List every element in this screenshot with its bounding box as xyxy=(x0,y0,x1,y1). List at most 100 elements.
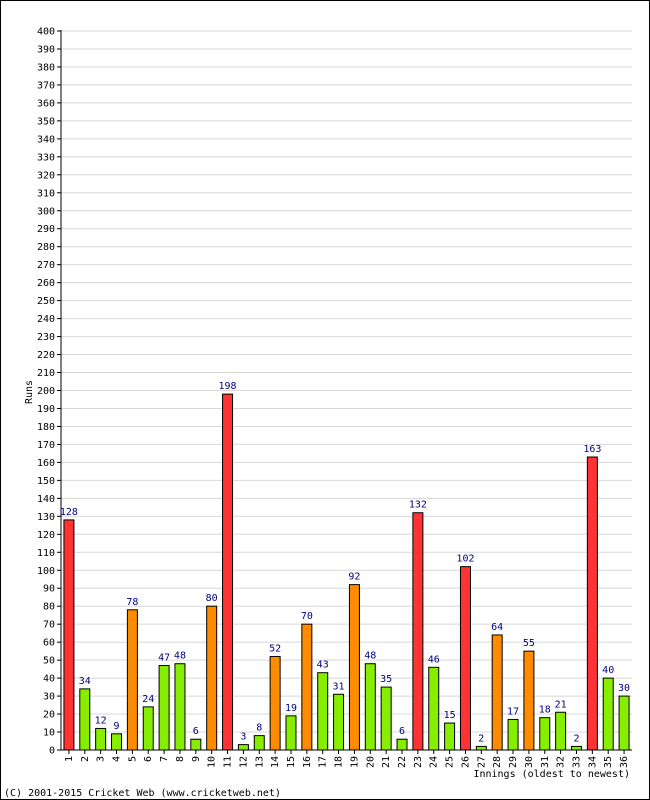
y-tick-label: 310 xyxy=(37,188,55,199)
grid-lines xyxy=(61,30,632,733)
bar-value-label: 8 xyxy=(256,723,262,734)
y-tick-label: 10 xyxy=(43,728,55,739)
bar xyxy=(475,745,487,751)
y-tick-label: 190 xyxy=(37,404,55,415)
y-tick-label: 380 xyxy=(37,62,55,73)
x-tick-label: 12 xyxy=(238,756,249,768)
bar-value-label: 102 xyxy=(456,554,474,565)
x-tick-label: 32 xyxy=(556,756,567,768)
y-tick-label: 230 xyxy=(37,332,55,343)
y-tick-label: 180 xyxy=(37,422,55,433)
x-tick-label: 11 xyxy=(223,756,234,768)
bar xyxy=(253,735,265,751)
bar xyxy=(348,584,360,751)
y-tick-label: 100 xyxy=(37,566,55,577)
x-tick-label: 18 xyxy=(334,756,345,768)
x-tick-label: 2 xyxy=(80,756,91,762)
y-tick-label: 220 xyxy=(37,350,55,361)
bar-value-label: 163 xyxy=(583,444,601,455)
x-tick-label: 35 xyxy=(603,756,614,768)
bar-value-label: 64 xyxy=(491,622,503,633)
bar-value-label: 48 xyxy=(364,651,376,662)
bar xyxy=(95,727,107,751)
bar-value-label: 78 xyxy=(126,597,138,608)
bar xyxy=(539,717,551,751)
bar-value-label: 40 xyxy=(602,665,614,676)
bar xyxy=(142,706,154,751)
bar xyxy=(126,609,138,751)
bar-value-label: 46 xyxy=(428,654,440,665)
bar-value-label: 17 xyxy=(507,706,519,717)
x-tick-label: 4 xyxy=(112,756,123,762)
bar xyxy=(602,677,614,751)
x-tick-label: 19 xyxy=(349,756,360,768)
bar xyxy=(586,456,598,751)
x-tick-label: 24 xyxy=(429,756,440,768)
x-tick-label: 25 xyxy=(445,756,456,768)
bar xyxy=(285,715,297,751)
x-tick-label: 17 xyxy=(318,756,329,768)
y-tick-label: 300 xyxy=(37,206,55,217)
x-tick-label: 21 xyxy=(381,756,392,768)
bar-value-label: 6 xyxy=(193,726,199,737)
x-tick-label: 28 xyxy=(492,756,503,768)
bar-value-label: 6 xyxy=(399,726,405,737)
y-tick-label: 60 xyxy=(43,638,55,649)
bar xyxy=(412,512,424,751)
x-tick-label: 16 xyxy=(302,756,313,768)
x-tick-label: 3 xyxy=(96,756,107,762)
bar xyxy=(555,711,567,751)
bar-value-label: 19 xyxy=(285,703,297,714)
x-tick-label: 20 xyxy=(365,756,376,768)
y-axis-ticks: 0 10 20 30 40 50 60 70 80 90 100 110 120 130 140 150 160… xyxy=(37,27,61,757)
bar-value-label: 92 xyxy=(348,572,360,583)
bar xyxy=(459,566,471,751)
x-tick-label: 30 xyxy=(524,756,535,768)
bar xyxy=(79,688,91,751)
x-tick-label: 9 xyxy=(191,756,202,762)
x-tick-label: 10 xyxy=(207,756,218,768)
y-tick-label: 370 xyxy=(37,80,55,91)
bar xyxy=(206,605,218,751)
y-tick-label: 200 xyxy=(37,386,55,397)
bar xyxy=(111,733,123,751)
y-tick-label: 170 xyxy=(37,440,55,451)
bar-value-label: 15 xyxy=(444,710,456,721)
y-tick-label: 90 xyxy=(43,584,55,595)
bars xyxy=(63,393,630,751)
x-tick-label: 15 xyxy=(286,756,297,768)
bar-value-label: 198 xyxy=(219,381,237,392)
bar-value-label: 43 xyxy=(317,660,329,671)
bar-value-label: 55 xyxy=(523,638,535,649)
x-tick-label: 26 xyxy=(460,756,471,768)
y-tick-label: 250 xyxy=(37,296,55,307)
y-tick-label: 210 xyxy=(37,368,55,379)
y-tick-label: 390 xyxy=(37,44,55,55)
x-tick-label: 1 xyxy=(64,756,75,762)
x-tick-label: 33 xyxy=(571,756,582,768)
bar-value-label: 35 xyxy=(380,674,392,685)
bar-value-label: 80 xyxy=(206,593,218,604)
y-tick-label: 330 xyxy=(37,152,55,163)
bar-value-label: 34 xyxy=(79,676,91,687)
bar-value-label: 2 xyxy=(573,733,579,744)
bar-value-label: 128 xyxy=(60,507,78,518)
bar xyxy=(222,393,234,751)
bar-value-label: 21 xyxy=(555,699,567,710)
bar-value-label: 52 xyxy=(269,644,281,655)
bar xyxy=(301,623,313,751)
bar xyxy=(491,634,503,751)
y-tick-label: 240 xyxy=(37,314,55,325)
y-tick-label: 340 xyxy=(37,134,55,145)
y-tick-label: 160 xyxy=(37,458,55,469)
bar-value-label: 2 xyxy=(478,733,484,744)
bar-value-label: 30 xyxy=(618,683,630,694)
y-tick-label: 260 xyxy=(37,278,55,289)
y-tick-label: 350 xyxy=(37,116,55,127)
bar-value-label: 47 xyxy=(158,653,170,664)
y-axis-label: Runs xyxy=(24,380,35,404)
x-tick-label: 5 xyxy=(127,756,138,762)
x-tick-label: 14 xyxy=(270,756,281,768)
bar xyxy=(570,745,582,751)
